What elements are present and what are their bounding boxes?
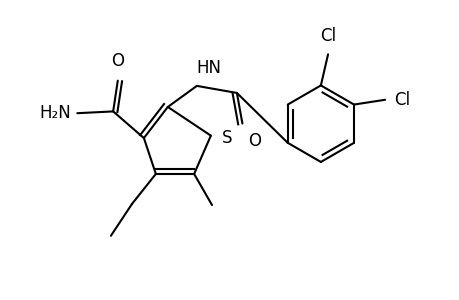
Text: Cl: Cl: [393, 91, 409, 109]
Text: O: O: [247, 132, 261, 150]
Text: O: O: [111, 52, 124, 70]
Text: S: S: [221, 129, 231, 147]
Text: HN: HN: [196, 59, 221, 77]
Text: H₂N: H₂N: [40, 104, 72, 122]
Text: Cl: Cl: [319, 27, 336, 45]
